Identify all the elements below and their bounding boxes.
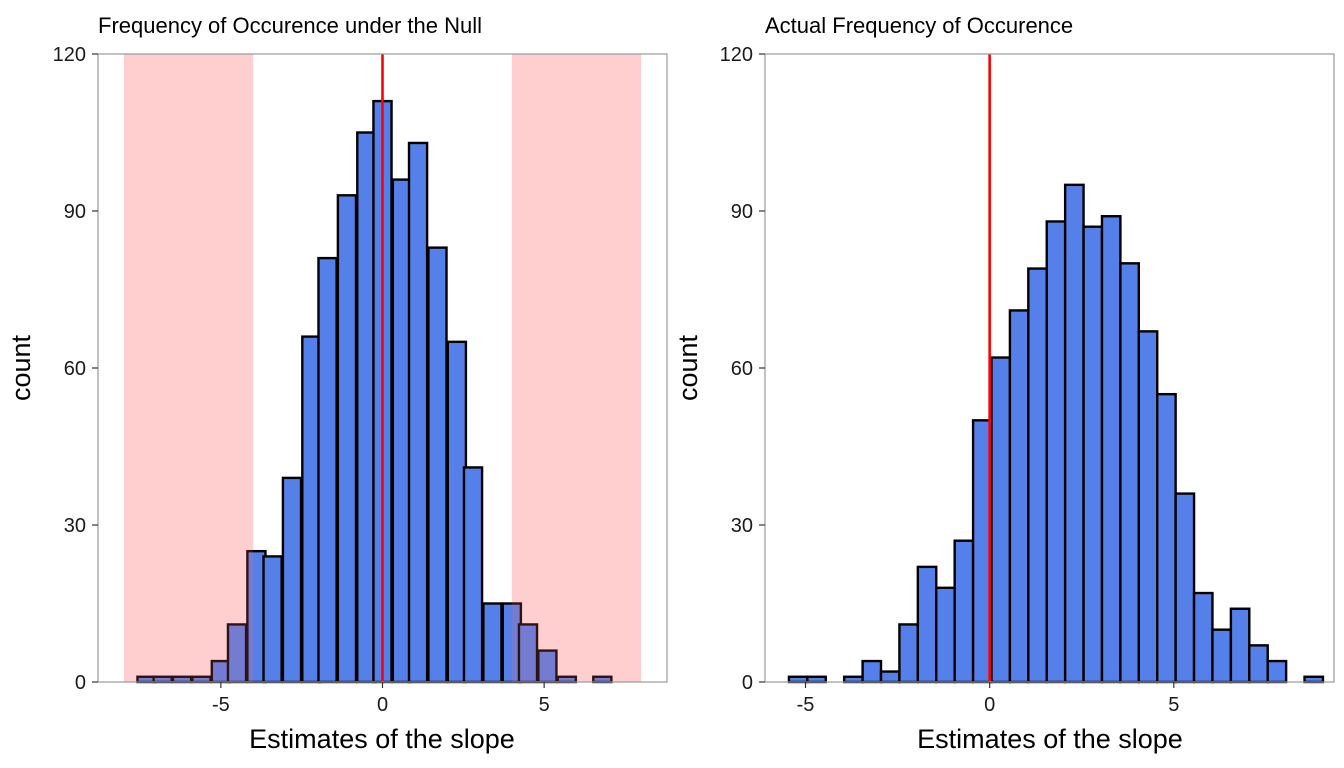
histogram-bars	[787, 183, 1325, 684]
histogram-bar	[462, 466, 484, 684]
y-tick-label: 30	[731, 515, 753, 537]
x-axis: -5 0 5	[797, 682, 1179, 716]
histogram-bar	[1303, 675, 1325, 684]
histogram-bar	[1045, 220, 1067, 684]
panel-title: Frequency of Occurence under the Null	[98, 13, 482, 38]
rejection-region-overlay	[123, 54, 254, 682]
y-tick-label: 120	[720, 44, 753, 66]
histogram-bar	[317, 256, 338, 684]
histogram-bar	[806, 675, 827, 684]
y-tick-label: 120	[53, 44, 86, 66]
x-tick-label: -5	[212, 694, 230, 716]
histogram-bar	[1211, 628, 1233, 684]
histogram-bars	[101, 54, 642, 684]
histogram-bar	[879, 670, 901, 684]
histogram-bar	[1192, 591, 1214, 684]
histogram-bar	[1027, 267, 1048, 684]
histogram-bar	[1156, 392, 1177, 684]
x-axis-title: Estimates of the slope	[917, 724, 1183, 754]
rejection-region-overlay	[511, 54, 642, 682]
histogram-bar	[1137, 330, 1159, 684]
histogram-bar	[336, 194, 358, 684]
histogram-bar	[482, 602, 503, 684]
x-axis: -5 0 5	[212, 682, 550, 716]
null-distribution-panel: Frequency of Occurence under the Null 0 3…	[6, 13, 668, 754]
x-tick-label: -5	[797, 694, 815, 716]
panel-title: Actual Frequency of Occurence	[765, 13, 1073, 38]
histogram-bar	[427, 246, 448, 684]
histogram-bar	[1008, 309, 1030, 684]
rejection-regions	[123, 54, 642, 682]
y-axis: 0 30 60 90 120	[53, 44, 98, 694]
histogram-bar	[1266, 659, 1288, 684]
rejection-region	[511, 54, 642, 682]
x-tick-label: 5	[1168, 694, 1179, 716]
histogram-bar	[1229, 607, 1251, 684]
histogram-bar	[1082, 225, 1104, 684]
y-tick-label: 90	[64, 201, 86, 223]
y-tick-label: 60	[731, 358, 753, 380]
histogram-bar	[1119, 262, 1141, 684]
y-tick-label: 30	[64, 515, 86, 537]
actual-distribution-panel: Actual Frequency of Occurence 0 30 60 90 120…	[673, 13, 1335, 754]
y-axis: 0 30 60 90 120	[720, 44, 765, 694]
y-axis-title: count	[6, 334, 36, 401]
y-tick-label: 0	[742, 672, 753, 694]
x-tick-label: 5	[539, 694, 550, 716]
histogram-bar	[861, 659, 883, 684]
x-tick-label: 0	[377, 694, 388, 716]
histogram-bar	[281, 476, 303, 684]
histogram-bar	[787, 675, 809, 684]
histogram-bar	[842, 675, 864, 684]
histogram-bar	[1248, 644, 1269, 684]
histogram-bar	[898, 623, 920, 684]
y-axis-title: count	[673, 334, 703, 401]
histogram-bar	[407, 141, 429, 684]
y-tick-label: 60	[64, 358, 86, 380]
x-axis-title: Estimates of the slope	[249, 724, 515, 754]
histogram-bar	[1100, 215, 1122, 684]
x-tick-label: 0	[984, 694, 995, 716]
histogram-bar	[916, 565, 938, 684]
histogram-bar	[935, 586, 956, 684]
histogram-bar	[262, 555, 283, 684]
y-tick-label: 0	[75, 672, 86, 694]
rejection-region	[123, 54, 254, 682]
histogram-bar	[1174, 492, 1196, 684]
histogram-bar	[1063, 183, 1085, 684]
histogram-bar	[990, 356, 1012, 684]
y-tick-label: 90	[731, 201, 753, 223]
histogram-bar	[953, 539, 975, 684]
